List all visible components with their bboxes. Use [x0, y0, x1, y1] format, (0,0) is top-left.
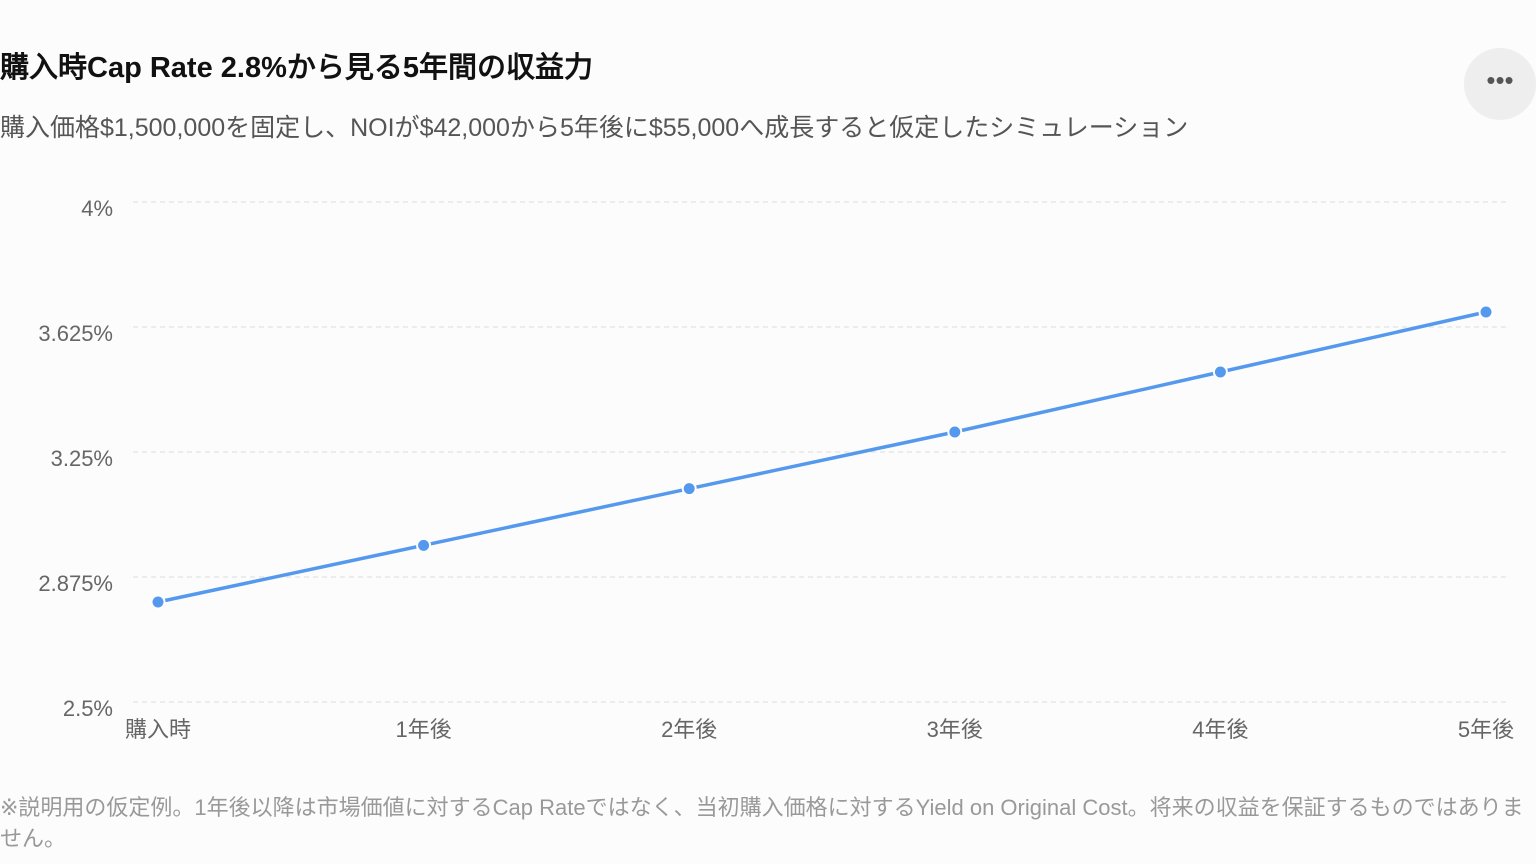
footnote: ※説明用の仮定例。1年後以降は市場価値に対するCap Rateではなく、当初購入… [0, 795, 1524, 851]
chart-title: 購入時Cap Rate 2.8%から見る5年間の収益力 [0, 52, 593, 84]
chart: 2.5% 2.875% 3.25% 3.625% 4% 購入時 1年後 2年後 3年後 4年後 5年… [38, 196, 1514, 742]
y-tick-label: 4% [81, 196, 113, 221]
x-tick-label: 5年後 [1458, 717, 1514, 742]
data-point [416, 537, 432, 553]
x-tick-label: 2年後 [661, 717, 717, 742]
chart-subtitle: 購入価格$1,500,000を固定し、NOIが$42,000から5年後に$55,… [0, 114, 1189, 142]
more-button[interactable]: ••• [1464, 48, 1536, 120]
data-point [681, 481, 697, 497]
x-tick-label: 購入時 [125, 717, 191, 742]
y-tick-label: 2.5% [63, 696, 113, 721]
data-point [150, 594, 166, 610]
x-tick-label: 1年後 [395, 717, 451, 742]
x-tick-label: 4年後 [1192, 717, 1248, 742]
y-tick-label: 3.25% [51, 446, 113, 471]
data-point [1478, 304, 1494, 320]
data-point [1212, 364, 1228, 380]
data-line [157, 310, 1487, 604]
y-tick-label: 3.625% [38, 321, 113, 346]
x-tick-label: 3年後 [927, 717, 983, 742]
y-tick-label: 2.875% [38, 571, 113, 596]
data-point [947, 424, 963, 440]
